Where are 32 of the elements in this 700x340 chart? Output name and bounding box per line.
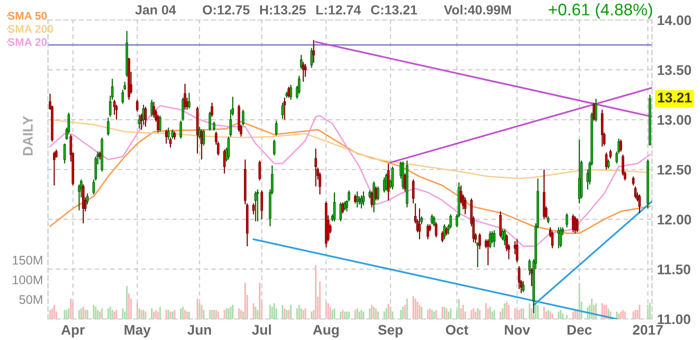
y-tick-label: 11.00	[658, 314, 690, 324]
y2-tick-label: 150M	[12, 256, 42, 265]
y-tick-label: 13.00	[658, 115, 692, 125]
x-tick-label: Dec	[568, 325, 592, 335]
x-tick-label: Nov	[504, 325, 530, 335]
x-tick-label: Apr	[61, 325, 85, 338]
x-tick-label: Jun	[187, 325, 212, 335]
text: +0.61 (4.88%)	[548, 3, 652, 19]
text: Vol:40.99M	[444, 4, 511, 15]
x-tick-label: May	[124, 325, 151, 338]
legend-label: SMA 200	[8, 24, 53, 33]
text: O:12.75	[202, 5, 250, 15]
text: Jan 04	[135, 5, 176, 15]
text: DAILY	[23, 116, 33, 156]
y-tick-label: 14.00	[658, 15, 692, 26]
x-tick-label: Jul	[252, 324, 271, 335]
text: L:12.74	[316, 5, 361, 14]
y-tick-label: 12.50	[658, 164, 692, 175]
x-tick-label: Aug	[312, 325, 339, 338]
annotation: 13.21	[658, 92, 692, 102]
x-tick-label: Sep	[378, 324, 403, 338]
text: C:13.21	[371, 5, 418, 15]
x-tick-label: 2017	[632, 324, 663, 335]
y2-tick-label: 100M	[12, 275, 42, 284]
legend-label: SMA 50	[8, 12, 47, 20]
y-tick-label: 11.50	[658, 264, 690, 274]
text: H:13.25	[260, 5, 306, 15]
y-tick-label: 12.00	[658, 214, 692, 225]
y-tick-label: 13.50	[658, 65, 692, 76]
x-tick-label: Oct	[446, 324, 468, 335]
legend-label: SMA 20	[8, 38, 47, 46]
y2-tick-label: 50M	[19, 295, 42, 304]
